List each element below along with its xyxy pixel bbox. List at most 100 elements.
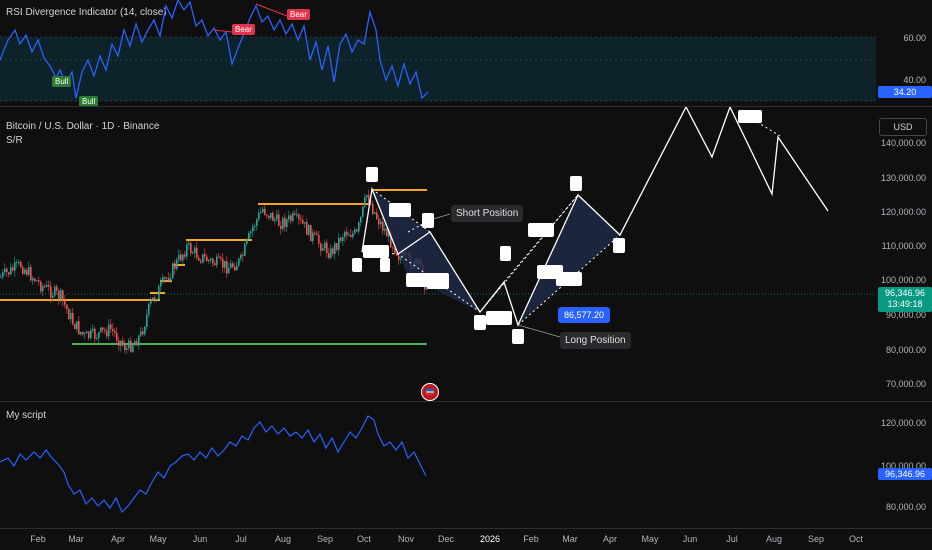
candle-body <box>100 327 102 333</box>
candle-body <box>352 233 354 238</box>
candle-body <box>172 263 174 279</box>
candle-body <box>202 254 204 263</box>
candle-body <box>234 266 236 271</box>
candle-body <box>376 212 378 219</box>
candle-body <box>28 267 30 275</box>
candle-body <box>92 328 94 331</box>
candle-body <box>128 340 130 349</box>
price-axis-label: 110,000.00 <box>881 241 926 251</box>
candle-body <box>20 261 22 268</box>
candle-body <box>216 256 218 266</box>
candle-body <box>8 272 10 275</box>
candle-body <box>90 330 92 339</box>
pattern-price-badge[interactable]: 86,577.20 <box>558 307 611 323</box>
candle-body <box>122 340 124 345</box>
candle-body <box>262 208 264 213</box>
short-position-label[interactable]: Short Position <box>451 205 524 222</box>
pane-divider[interactable] <box>0 106 932 107</box>
candle-body <box>12 267 14 271</box>
price-axis-label: 100,000.00 <box>880 275 926 285</box>
candle-body <box>14 262 16 271</box>
candle-body <box>76 321 78 330</box>
candle-body <box>256 219 258 226</box>
script-axis-label: 120,000.00 <box>880 418 926 428</box>
candle-body <box>212 258 214 264</box>
candle-body <box>238 258 240 266</box>
script-current-value: 96,346.96 <box>878 468 932 480</box>
pattern-point-label <box>613 238 625 253</box>
candle-body <box>0 276 2 278</box>
currency-selector[interactable]: USD <box>879 118 927 136</box>
candle-body <box>426 284 428 290</box>
candle-body <box>208 259 210 262</box>
candle-body <box>286 219 288 227</box>
time-axis-label: Mar <box>562 534 578 544</box>
pattern-point-label <box>500 246 511 261</box>
candle-body <box>50 286 52 298</box>
time-axis-label: Nov <box>397 534 415 544</box>
candle-body <box>378 218 380 225</box>
candle-body <box>44 286 46 288</box>
candle-body <box>78 321 80 335</box>
candle-body <box>134 341 136 346</box>
candle-body <box>158 286 160 300</box>
economic-event-icon[interactable] <box>421 383 439 401</box>
price-axis-label: 130,000.00 <box>880 173 926 183</box>
candle-body <box>108 324 110 337</box>
price-axis-label: 80,000.00 <box>885 345 926 355</box>
pattern-point-label <box>363 245 389 258</box>
time-axis-label: Sep <box>807 534 825 544</box>
candle-body <box>372 203 374 214</box>
main-price-pane[interactable]: Bitcoin / U.S. Dollar · 1D · Binance S/R… <box>0 107 932 401</box>
candle-body <box>240 254 242 259</box>
candle-body <box>342 236 344 241</box>
candle-body <box>316 233 318 236</box>
script-axis-label: 100,000.00 <box>880 461 926 471</box>
candle-body <box>244 243 246 256</box>
candle-body <box>118 340 120 346</box>
candle-body <box>114 330 116 333</box>
long-position-label[interactable]: Long Position <box>560 332 631 349</box>
candle-body <box>70 312 72 320</box>
candle-body <box>156 299 158 301</box>
rsi-pane[interactable]: RSI Divergence Indicator (14, close) 60.… <box>0 0 932 107</box>
candle-body <box>214 263 216 266</box>
candle-body <box>150 299 152 304</box>
candle-body <box>226 261 228 274</box>
pattern-point-label <box>366 167 378 182</box>
candle-body <box>196 247 198 258</box>
price-axis-label: 140,000.00 <box>880 138 926 148</box>
candle-body <box>246 239 248 244</box>
candle-body <box>194 247 196 253</box>
pattern-point-label <box>528 223 554 237</box>
candle-body <box>186 244 188 257</box>
candle-body <box>296 214 298 216</box>
candle-body <box>280 225 282 229</box>
candle-body <box>362 206 364 217</box>
candle-body <box>30 267 32 281</box>
candle-body <box>130 340 132 352</box>
candle-body <box>398 255 400 260</box>
script-pane[interactable]: My script 120,000.00 100,000.00 80,000.0… <box>0 402 932 528</box>
candle-body <box>54 286 56 296</box>
candle-body <box>82 331 84 335</box>
rsi-current-value: 34.20 <box>878 86 932 98</box>
price-axis-label: 70,000.00 <box>885 379 926 389</box>
time-axis-label: Jul <box>726 534 738 544</box>
candle-body <box>260 212 262 214</box>
candle-body <box>166 277 168 279</box>
candle-body <box>32 278 34 281</box>
candle-body <box>62 290 64 301</box>
candle-body <box>294 213 296 215</box>
candle-body <box>2 272 4 277</box>
pane-divider[interactable] <box>0 401 932 402</box>
price-axis-label: 120,000.00 <box>880 207 926 217</box>
candle-body <box>16 262 18 264</box>
time-axis-label: Apr <box>110 534 126 544</box>
candle-body <box>48 284 50 287</box>
candle-body <box>66 304 68 310</box>
candle-body <box>364 197 366 207</box>
candle-body <box>142 331 144 335</box>
candle-body <box>22 267 24 274</box>
pattern-point-label <box>570 176 582 191</box>
